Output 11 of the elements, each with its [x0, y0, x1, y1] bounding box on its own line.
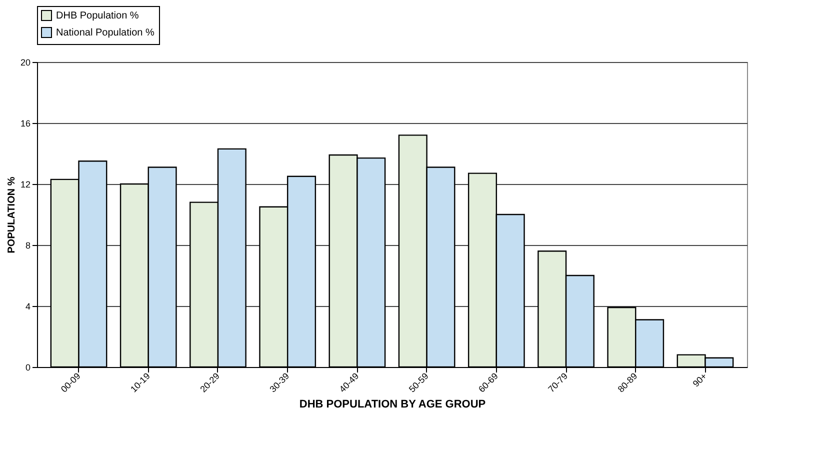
y-tick-label: 0 — [25, 362, 30, 372]
y-tick-label: 16 — [20, 118, 30, 128]
y-tick-label: 12 — [20, 180, 30, 190]
x-tick-label: 90+ — [690, 370, 709, 389]
y-tick-label: 20 — [20, 58, 30, 68]
x-axis-title: DHB POPULATION BY AGE GROUP — [299, 398, 486, 410]
legend-label: DHB Population % — [56, 10, 139, 22]
legend-label: National Population % — [56, 28, 155, 38]
y-axis-title: POPULATION % — [6, 176, 18, 254]
y-tick-label: 8 — [25, 240, 30, 250]
y-tick-label: 4 — [25, 302, 30, 312]
